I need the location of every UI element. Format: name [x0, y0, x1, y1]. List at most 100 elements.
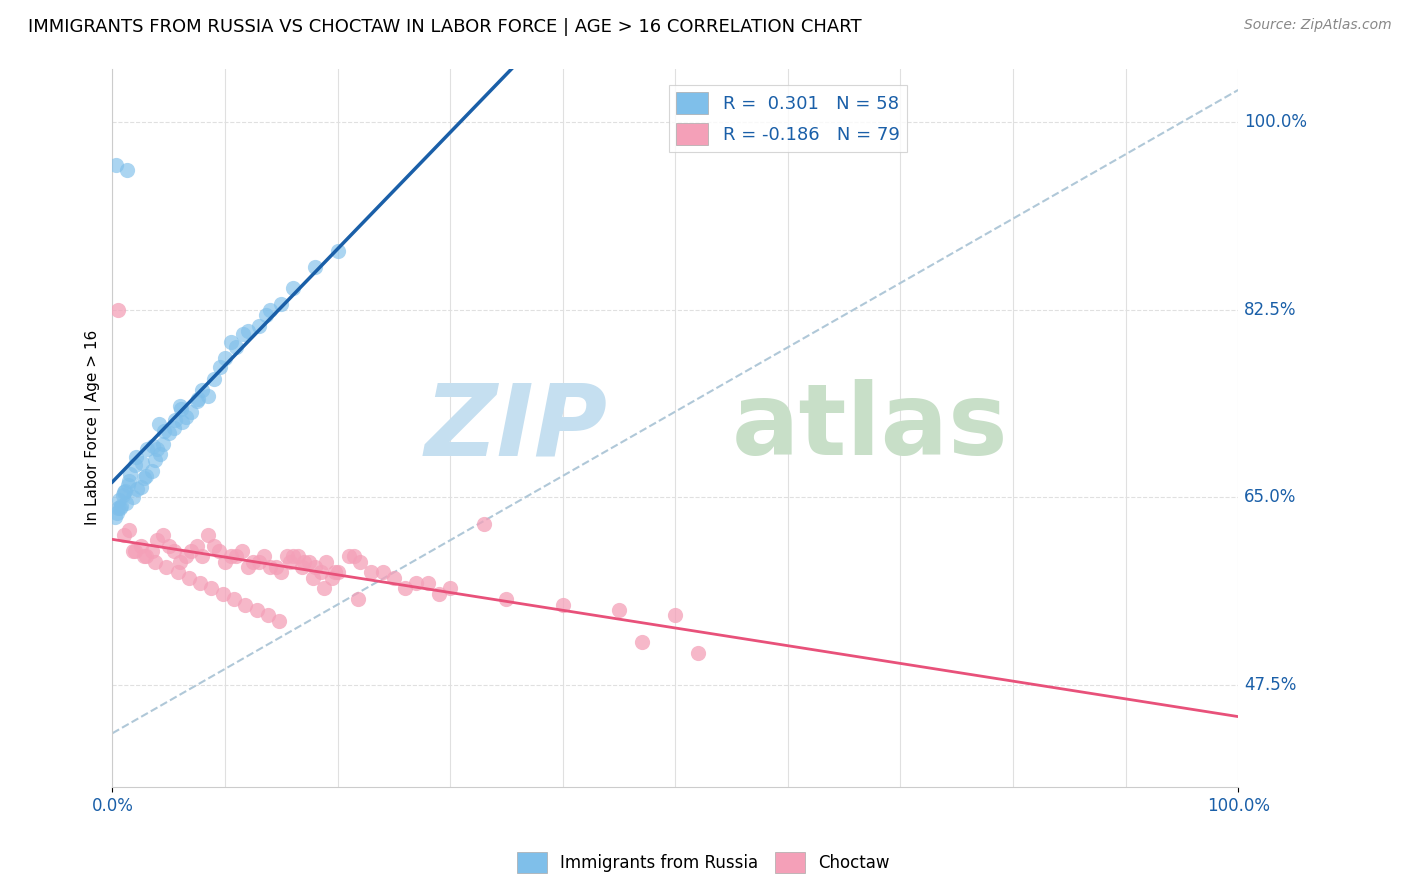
Text: 82.5%: 82.5% [1244, 301, 1296, 318]
Point [270, 297, 292, 311]
Point [197, 388, 219, 402]
Point [186, 393, 208, 408]
Point [174, 409, 197, 424]
Point [276, 549, 298, 564]
Point [105, 507, 128, 521]
Point [427, 587, 450, 601]
Point [163, 420, 186, 434]
Point [267, 614, 290, 628]
Point [256, 608, 278, 623]
Point [315, 555, 337, 569]
Point [551, 598, 574, 612]
Point [211, 587, 233, 601]
Point [264, 560, 287, 574]
Point [287, 549, 309, 564]
Point [247, 555, 270, 569]
Point [127, 482, 149, 496]
Point [607, 603, 630, 617]
Point [326, 566, 349, 580]
Point [165, 413, 187, 427]
Point [202, 372, 225, 386]
Point [349, 555, 371, 569]
Point [416, 576, 439, 591]
Point [259, 560, 281, 574]
Point [121, 544, 143, 558]
Point [439, 582, 461, 596]
Point [110, 501, 132, 516]
Point [281, 549, 304, 564]
Point [155, 560, 177, 574]
Point [208, 544, 231, 558]
Point [281, 281, 304, 295]
Point [129, 539, 152, 553]
Point [236, 324, 259, 338]
Point [254, 308, 277, 322]
Point [259, 302, 281, 317]
Point [125, 450, 148, 464]
Point [253, 549, 276, 564]
Point [112, 528, 135, 542]
Point [360, 566, 382, 580]
Point [107, 501, 129, 516]
Point [143, 555, 166, 569]
Point [148, 417, 170, 432]
Point [177, 571, 200, 585]
Legend: Immigrants from Russia, Choctaw: Immigrants from Russia, Choctaw [510, 846, 896, 880]
Point [236, 560, 259, 574]
Point [135, 549, 157, 564]
Point [129, 480, 152, 494]
Point [142, 439, 165, 453]
Point [202, 539, 225, 553]
Point [405, 576, 427, 591]
Point [209, 359, 232, 374]
Point [242, 555, 264, 569]
Point [124, 458, 146, 473]
Point [191, 383, 214, 397]
Point [146, 442, 169, 456]
Point [219, 334, 242, 349]
Point [686, 646, 709, 660]
Point [225, 340, 247, 354]
Point [472, 517, 495, 532]
Point [157, 425, 180, 440]
Text: Source: ZipAtlas.com: Source: ZipAtlas.com [1244, 18, 1392, 32]
Point [115, 496, 138, 510]
Point [222, 592, 245, 607]
Point [136, 442, 159, 456]
Point [152, 528, 174, 542]
Point [104, 509, 127, 524]
Point [371, 566, 394, 580]
Text: ZIP: ZIP [425, 379, 607, 476]
Point [180, 544, 202, 558]
Point [124, 544, 146, 558]
Point [304, 260, 326, 274]
Point [309, 566, 332, 580]
Point [141, 464, 163, 478]
Y-axis label: In Labor Force | Age > 16: In Labor Force | Age > 16 [86, 330, 101, 525]
Point [197, 528, 219, 542]
Point [131, 456, 153, 470]
Point [153, 424, 176, 438]
Point [301, 571, 323, 585]
Point [290, 560, 312, 574]
Point [347, 592, 370, 607]
Point [225, 549, 247, 564]
Point [169, 555, 191, 569]
Point [172, 415, 194, 429]
Point [233, 598, 256, 612]
Point [120, 467, 142, 481]
Point [157, 539, 180, 553]
Point [170, 402, 193, 417]
Point [163, 544, 186, 558]
Point [343, 549, 366, 564]
Point [214, 555, 236, 569]
Point [382, 571, 405, 585]
Point [114, 483, 136, 498]
Point [169, 399, 191, 413]
Point [117, 477, 139, 491]
Point [394, 582, 416, 596]
Point [664, 608, 686, 623]
Point [152, 436, 174, 450]
Text: 65.0%: 65.0% [1244, 488, 1296, 507]
Point [231, 544, 253, 558]
